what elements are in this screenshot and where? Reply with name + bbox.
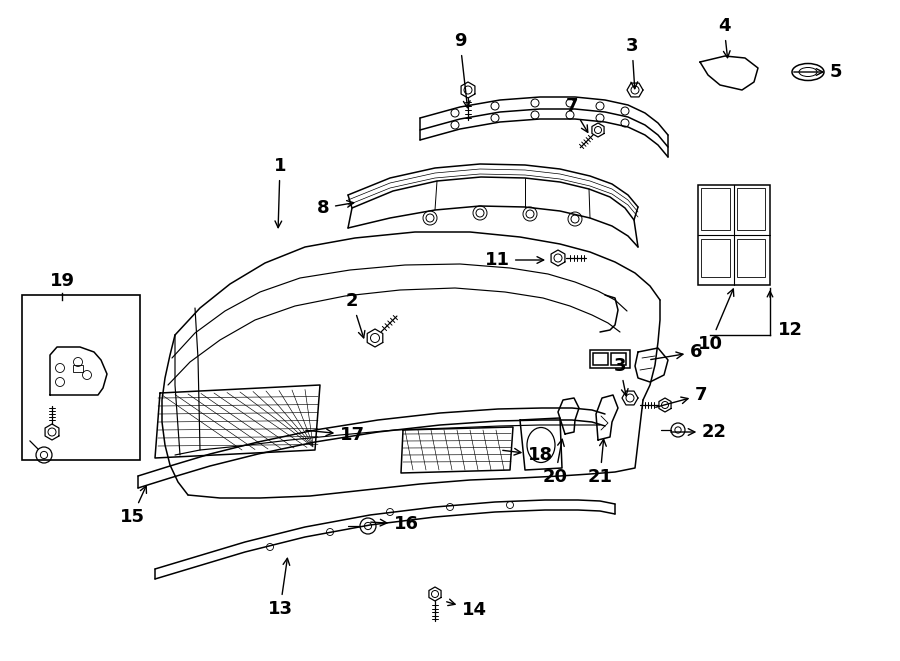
Text: 13: 13 — [267, 559, 293, 618]
Bar — [698, 185, 770, 285]
Bar — [701, 239, 730, 277]
Text: 8: 8 — [318, 199, 354, 217]
Text: 3: 3 — [614, 357, 628, 396]
Bar — [593, 353, 608, 365]
Bar — [737, 239, 765, 277]
Text: 18: 18 — [503, 446, 554, 464]
Text: 2: 2 — [346, 292, 365, 338]
Text: 11: 11 — [485, 251, 544, 269]
Text: 9: 9 — [454, 32, 470, 108]
Text: 1: 1 — [274, 157, 286, 227]
Text: 20: 20 — [543, 440, 568, 486]
Bar — [701, 188, 730, 230]
Bar — [22, 295, 140, 460]
Text: 7: 7 — [656, 386, 707, 407]
Text: 4: 4 — [718, 17, 730, 58]
Bar — [611, 353, 626, 365]
Bar — [590, 350, 630, 368]
Text: 12: 12 — [778, 321, 803, 339]
Text: 15: 15 — [120, 486, 147, 526]
Text: 3: 3 — [626, 37, 638, 89]
Text: 6: 6 — [651, 343, 703, 361]
Text: 7: 7 — [566, 97, 588, 132]
Text: 14: 14 — [446, 599, 487, 619]
Bar — [73, 365, 83, 372]
Text: 16: 16 — [371, 515, 419, 533]
Bar — [737, 188, 765, 230]
Text: 19: 19 — [50, 272, 75, 290]
Text: 17: 17 — [306, 426, 365, 444]
Text: 21: 21 — [588, 440, 613, 486]
Text: 5: 5 — [794, 63, 842, 81]
Text: 10: 10 — [698, 289, 733, 353]
Text: 22: 22 — [670, 423, 727, 441]
